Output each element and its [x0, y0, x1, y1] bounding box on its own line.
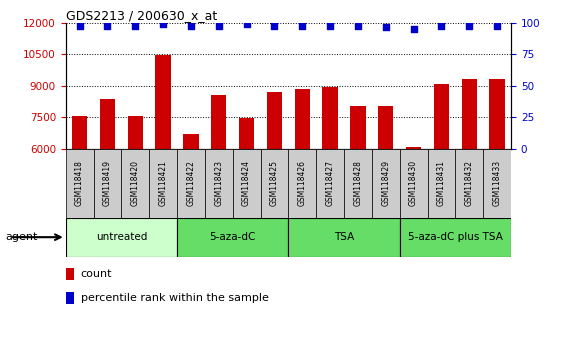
- Bar: [295, 89, 310, 274]
- Text: GSM118425: GSM118425: [270, 160, 279, 206]
- Text: GSM118431: GSM118431: [437, 160, 446, 206]
- Bar: [122, 149, 149, 218]
- Bar: [316, 149, 344, 218]
- Text: GSM118427: GSM118427: [325, 160, 335, 206]
- Bar: [288, 149, 316, 218]
- Bar: [66, 268, 74, 280]
- Text: GSM118433: GSM118433: [493, 160, 502, 206]
- Bar: [94, 149, 122, 218]
- Point: [159, 22, 168, 27]
- Point: [242, 22, 251, 27]
- Point: [270, 23, 279, 28]
- Bar: [127, 116, 143, 274]
- Bar: [239, 118, 254, 274]
- Bar: [260, 149, 288, 218]
- Bar: [288, 218, 400, 257]
- Bar: [406, 147, 421, 274]
- Bar: [428, 149, 456, 218]
- Text: GSM118421: GSM118421: [159, 160, 168, 206]
- Text: GSM118428: GSM118428: [353, 160, 363, 206]
- Text: GSM118424: GSM118424: [242, 160, 251, 206]
- Text: GSM118418: GSM118418: [75, 160, 84, 206]
- Text: GSM118423: GSM118423: [214, 160, 223, 206]
- Point: [493, 23, 502, 28]
- Point: [325, 23, 335, 28]
- Bar: [205, 149, 233, 218]
- Bar: [149, 149, 177, 218]
- Bar: [350, 106, 365, 274]
- Text: percentile rank within the sample: percentile rank within the sample: [81, 293, 268, 303]
- Text: GSM118426: GSM118426: [297, 160, 307, 206]
- Text: GSM118420: GSM118420: [131, 160, 140, 206]
- Point: [103, 23, 112, 28]
- Bar: [211, 95, 227, 274]
- Bar: [183, 134, 199, 274]
- Point: [297, 23, 307, 28]
- Bar: [434, 84, 449, 274]
- Text: GSM118419: GSM118419: [103, 160, 112, 206]
- Bar: [456, 149, 483, 218]
- Bar: [155, 56, 171, 274]
- Bar: [267, 92, 282, 274]
- Point: [186, 23, 195, 28]
- Bar: [72, 116, 87, 274]
- Text: 5-aza-dC: 5-aza-dC: [210, 232, 256, 242]
- Bar: [177, 149, 205, 218]
- Point: [214, 23, 223, 28]
- Point: [465, 23, 474, 28]
- Text: GDS2213 / 200630_x_at: GDS2213 / 200630_x_at: [66, 9, 217, 22]
- Text: GSM118432: GSM118432: [465, 160, 474, 206]
- Text: untreated: untreated: [96, 232, 147, 242]
- Text: 5-aza-dC plus TSA: 5-aza-dC plus TSA: [408, 232, 503, 242]
- Text: GSM118429: GSM118429: [381, 160, 391, 206]
- Bar: [483, 149, 511, 218]
- Point: [437, 23, 446, 28]
- Text: TSA: TSA: [334, 232, 354, 242]
- Bar: [344, 149, 372, 218]
- Text: count: count: [81, 269, 112, 279]
- Point: [75, 23, 84, 28]
- Bar: [489, 79, 505, 274]
- Bar: [66, 218, 177, 257]
- Bar: [66, 292, 74, 304]
- Text: GSM118430: GSM118430: [409, 160, 418, 206]
- Bar: [66, 149, 94, 218]
- Bar: [372, 149, 400, 218]
- Point: [409, 27, 418, 32]
- Bar: [177, 218, 288, 257]
- Point: [353, 23, 363, 28]
- Bar: [461, 79, 477, 274]
- Text: GSM118422: GSM118422: [186, 160, 195, 206]
- Bar: [400, 218, 511, 257]
- Bar: [323, 87, 338, 274]
- Point: [131, 23, 140, 28]
- Text: agent: agent: [6, 232, 38, 242]
- Bar: [233, 149, 260, 218]
- Bar: [378, 106, 393, 274]
- Point: [381, 24, 391, 30]
- Bar: [400, 149, 428, 218]
- Bar: [100, 99, 115, 274]
